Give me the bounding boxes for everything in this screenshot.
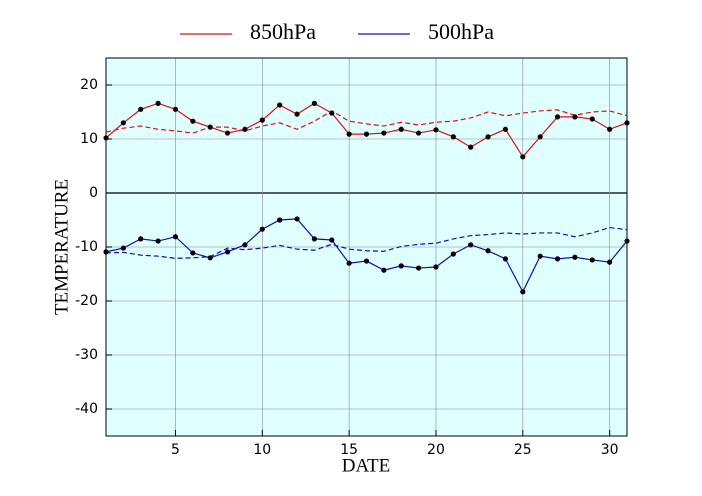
point xyxy=(120,120,126,126)
point xyxy=(207,255,213,261)
point xyxy=(520,154,526,160)
y-tick-label: -20 xyxy=(75,293,98,309)
point xyxy=(224,130,231,136)
point xyxy=(242,242,248,248)
point xyxy=(398,263,404,269)
point xyxy=(537,253,543,259)
x-tick-label: 10 xyxy=(253,442,271,458)
point xyxy=(190,250,196,256)
point xyxy=(155,238,161,244)
point xyxy=(450,251,456,257)
legend-label: 850hPa xyxy=(250,19,316,44)
x-axis-label: DATE xyxy=(342,455,391,476)
point xyxy=(381,267,387,273)
point xyxy=(172,234,179,240)
y-tick-label: 20 xyxy=(80,77,98,93)
point xyxy=(259,226,265,232)
point xyxy=(572,114,578,120)
point xyxy=(277,217,283,223)
point xyxy=(607,126,613,132)
point xyxy=(416,130,422,136)
point xyxy=(450,134,456,140)
point xyxy=(329,237,335,243)
point xyxy=(242,126,248,132)
point xyxy=(363,258,370,264)
point xyxy=(138,236,144,242)
point xyxy=(589,116,595,122)
point xyxy=(502,126,509,132)
point xyxy=(277,102,283,108)
point xyxy=(346,260,352,266)
point xyxy=(155,100,161,106)
point xyxy=(259,117,265,123)
y-tick-label: -30 xyxy=(75,347,98,363)
point xyxy=(398,126,404,132)
point xyxy=(607,259,613,265)
point xyxy=(190,118,196,124)
point xyxy=(624,120,630,126)
x-tick-label: 20 xyxy=(427,442,445,458)
dashed-line xyxy=(105,109,628,134)
point xyxy=(329,110,335,116)
point xyxy=(502,256,509,262)
plot-frame xyxy=(105,57,628,437)
point xyxy=(485,134,491,140)
point xyxy=(346,131,352,137)
point xyxy=(468,242,474,248)
y-tick-label: -10 xyxy=(75,239,98,255)
y-tick-label: 0 xyxy=(89,185,98,201)
point xyxy=(433,127,439,133)
point xyxy=(294,216,300,222)
point xyxy=(224,249,231,255)
x-tick-label: 5 xyxy=(171,442,180,458)
y-tick-label: -40 xyxy=(75,401,98,417)
point xyxy=(589,257,595,263)
y-tick-label: 10 xyxy=(80,131,98,147)
point xyxy=(172,106,179,112)
x-tick-label: 30 xyxy=(601,442,619,458)
point xyxy=(103,135,109,141)
point xyxy=(120,245,126,251)
point xyxy=(624,238,630,244)
point xyxy=(207,124,213,130)
y-axis-label: TEMPERATURE xyxy=(51,179,72,315)
point xyxy=(554,256,561,262)
point xyxy=(572,254,578,260)
point xyxy=(103,249,109,255)
legend-label: 500hPa xyxy=(428,19,494,44)
point xyxy=(433,264,439,270)
point xyxy=(311,100,317,106)
point xyxy=(468,144,474,150)
point xyxy=(537,134,543,140)
point xyxy=(416,265,422,271)
x-tick-label: 25 xyxy=(514,442,532,458)
point xyxy=(311,236,317,242)
point xyxy=(138,106,144,112)
point xyxy=(381,130,387,136)
point xyxy=(520,289,526,295)
point xyxy=(294,111,300,117)
x-tick-label: 15 xyxy=(340,442,358,458)
point xyxy=(363,131,370,137)
point xyxy=(485,248,491,254)
point xyxy=(554,114,561,120)
dashed-line xyxy=(105,226,628,259)
